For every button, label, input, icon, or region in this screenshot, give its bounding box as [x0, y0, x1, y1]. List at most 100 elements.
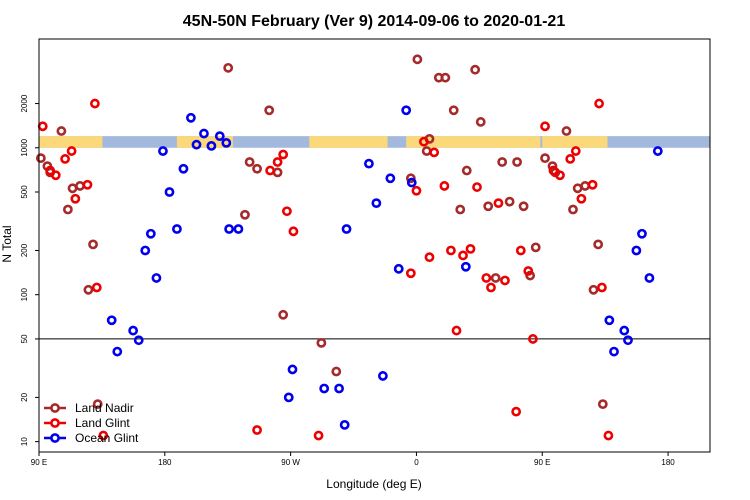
y-axis-label: N Total — [0, 225, 14, 262]
point-land-glint — [555, 170, 565, 181]
point-land-glint — [451, 325, 462, 336]
x-tick-label: 90 E — [31, 458, 47, 467]
point-land-nadir — [75, 181, 85, 191]
point-land-glint — [493, 198, 504, 209]
point-land-glint — [288, 226, 299, 237]
point-land-nadir — [252, 163, 262, 174]
point-land-glint — [424, 252, 435, 263]
point-ocean-glint — [140, 245, 151, 256]
point-land-glint — [576, 193, 587, 204]
point-ocean-glint — [604, 315, 615, 326]
y-tick-label: 20 — [20, 392, 29, 401]
point-ocean-glint — [334, 383, 344, 394]
point-land-glint — [500, 275, 510, 286]
point-land-nadir — [316, 337, 327, 348]
y-tick-label: 500 — [20, 185, 29, 199]
point-land-nadir — [244, 157, 255, 167]
point-ocean-glint — [145, 228, 156, 239]
point-land-glint — [50, 170, 61, 181]
point-land-glint — [411, 185, 422, 196]
point-ocean-glint — [178, 163, 189, 174]
point-land-nadir — [518, 201, 529, 212]
point-land-nadir — [331, 366, 342, 377]
point-ocean-glint — [364, 158, 374, 169]
point-ocean-glint — [128, 325, 139, 336]
point-ocean-glint — [609, 346, 619, 357]
band-land — [406, 136, 541, 148]
point-land-glint — [515, 245, 526, 256]
point-land-glint — [418, 136, 429, 147]
legend-label-land-glint: Land Glint — [75, 416, 130, 430]
x-axis: 90 E 180 90 W 0 90 E 180 — [31, 452, 675, 467]
point-land-nadir — [448, 105, 459, 116]
point-ocean-glint — [206, 140, 217, 151]
point-ocean-glint — [164, 187, 175, 197]
point-ocean-glint — [631, 245, 642, 256]
point-land-nadir — [530, 242, 541, 253]
point-land-nadir — [588, 284, 599, 295]
point-land-nadir — [88, 239, 98, 250]
y-tick-label: 2000 — [20, 94, 29, 112]
point-ocean-glint — [186, 112, 196, 123]
band-land — [39, 136, 103, 148]
point-ocean-glint — [191, 139, 202, 150]
point-ocean-glint — [287, 364, 298, 375]
point-land-glint — [465, 243, 476, 254]
point-land-glint — [45, 165, 56, 176]
point-land-nadir — [497, 157, 508, 167]
legend-label-land-nadir: Land Nadir — [75, 401, 134, 415]
point-ocean-glint — [233, 224, 244, 234]
point-land-nadir — [561, 126, 572, 136]
point-land-glint — [281, 206, 292, 217]
y-tick-label: 100 — [20, 287, 29, 301]
point-land-glint — [540, 121, 550, 132]
point-land-nadir — [512, 157, 522, 167]
point-land-glint — [90, 98, 100, 109]
x-tick-label: 180 — [661, 458, 675, 467]
point-ocean-glint — [172, 224, 182, 234]
point-land-nadir — [83, 284, 94, 295]
point-land-glint — [570, 146, 581, 156]
point-land-glint — [91, 282, 102, 293]
point-ocean-glint — [377, 371, 388, 381]
point-land-nadir — [421, 146, 432, 156]
point-land-glint — [272, 157, 283, 167]
legend-marker-land-glint — [50, 418, 60, 428]
point-land-nadir — [597, 399, 608, 410]
point-land-glint — [66, 146, 77, 156]
band-land — [309, 136, 388, 148]
point-ocean-glint — [341, 224, 352, 234]
point-ocean-glint — [283, 392, 294, 403]
point-land-glint — [98, 430, 109, 441]
point-ocean-glint — [214, 131, 225, 142]
point-land-nadir — [540, 153, 550, 164]
point-land-glint — [446, 245, 456, 256]
point-land-glint — [60, 154, 70, 164]
point-ocean-glint — [319, 383, 330, 394]
point-land-glint — [429, 147, 440, 158]
point-ocean-glint — [644, 273, 655, 283]
point-land-glint — [439, 181, 450, 191]
point-land-glint — [82, 179, 93, 190]
point-land-nadir — [56, 126, 67, 136]
point-land-glint — [548, 165, 559, 176]
point-land-glint — [511, 406, 522, 417]
point-land-nadir — [272, 167, 283, 178]
point-land-glint — [587, 179, 598, 190]
y-tick-label: 10 — [20, 437, 29, 446]
point-land-glint — [37, 121, 48, 132]
point-ocean-glint — [339, 419, 350, 430]
point-land-nadir — [593, 239, 604, 250]
point-land-nadir — [240, 209, 250, 220]
point-ocean-glint — [401, 105, 412, 116]
point-land-glint — [70, 193, 81, 204]
point-ocean-glint — [158, 146, 168, 156]
legend-marker-ocean-glint — [50, 433, 60, 443]
point-ocean-glint — [623, 335, 633, 346]
point-land-nadir — [490, 273, 501, 283]
legend-marker-land-nadir — [50, 403, 60, 413]
point-land-glint — [528, 334, 538, 344]
point-ocean-glint — [406, 177, 417, 188]
point-land-nadir — [470, 64, 481, 75]
